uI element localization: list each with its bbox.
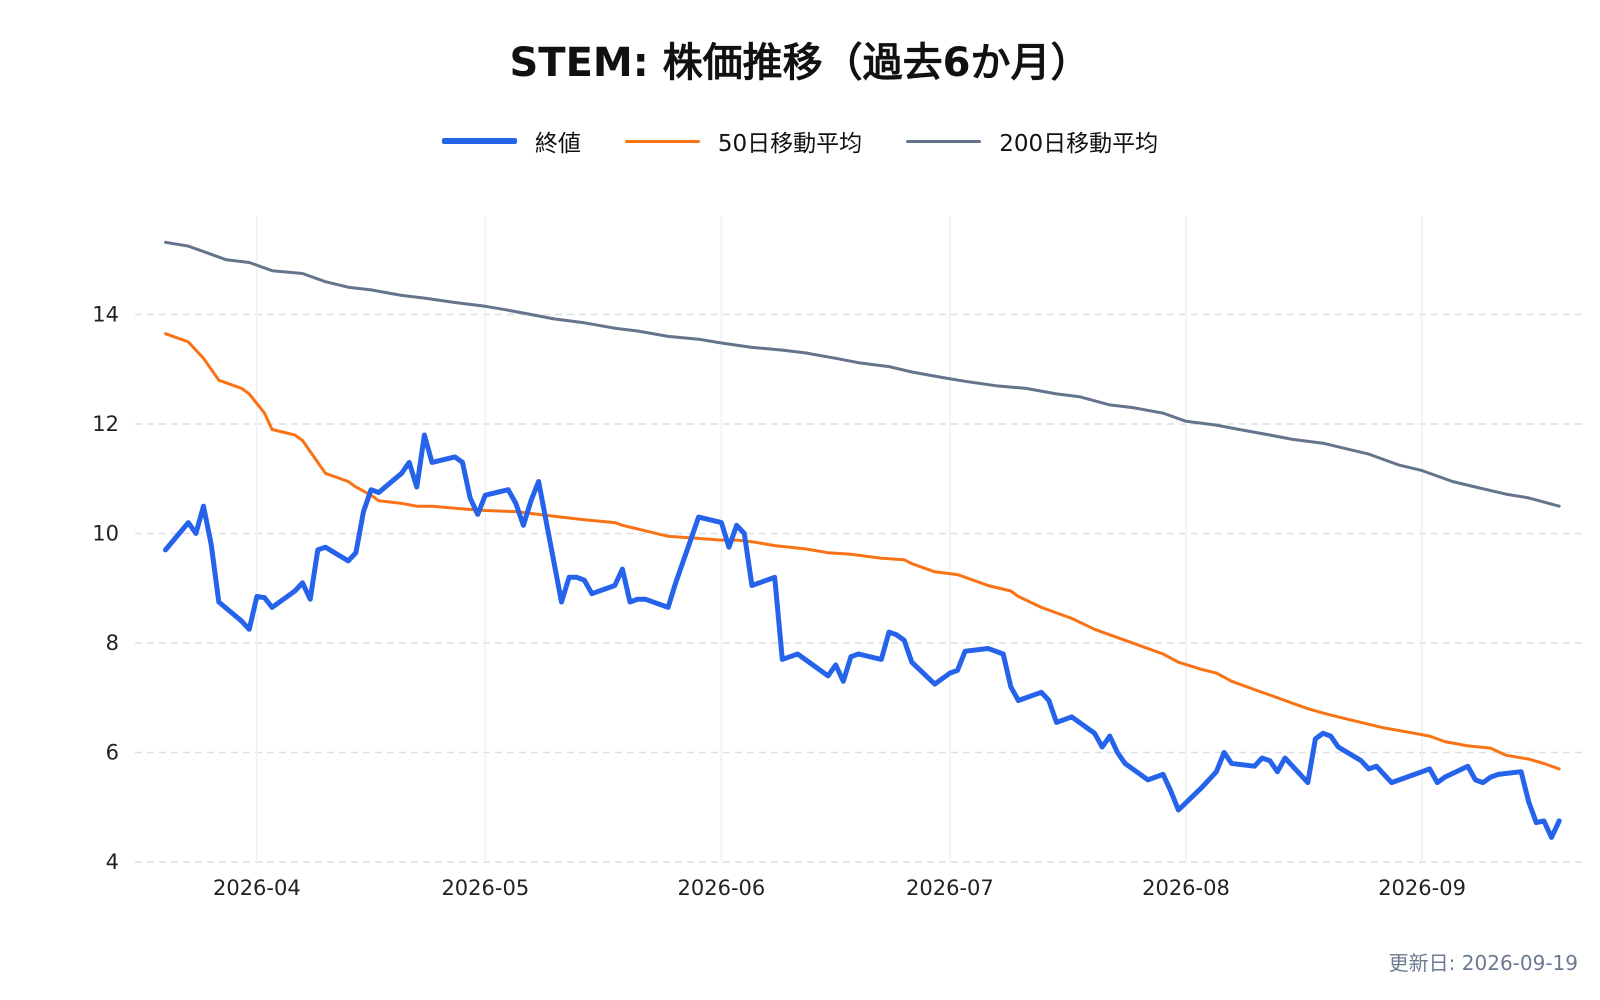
axis-layer: 4 6 8 10 12 14 2026-04 2026-05 2026-06 2026-07 202… [92,303,1466,900]
x-tick-label: 2026-07 [906,876,994,900]
series-line-ma50 [164,332,1561,771]
legend-label-ma200: 200日移動平均 [999,131,1159,157]
y-tick-label: 6 [106,741,119,765]
legend-swatch-ma200 [906,139,982,143]
grid-layer [135,216,1582,863]
y-tick-label: 10 [92,522,119,546]
x-tick-label: 2026-04 [213,876,301,900]
y-tick-label: 12 [92,412,119,436]
x-tick-label: 2026-08 [1142,876,1230,900]
legend-item-close[interactable]: 終値 [441,124,581,158]
series-line-close [163,432,1562,840]
legend-item-ma50[interactable]: 50日移動平均 [624,124,863,158]
chart-title: STEM: 株価推移（過去6か月） [509,40,1091,86]
x-tick-label: 2026-09 [1378,876,1466,900]
legend: 終値 50日移動平均 200日移動平均 [0,124,1600,158]
legend-item-ma200[interactable]: 200日移動平均 [906,124,1158,158]
y-tick-label: 4 [106,850,119,874]
legend-swatch-ma50 [624,139,700,143]
series-line-ma200 [164,240,1561,508]
y-tick-label: 8 [106,631,119,655]
legend-label-ma50: 50日移動平均 [717,131,863,157]
legend-label-close: 終値 [534,131,581,157]
series-layer [163,240,1562,840]
x-tick-label: 2026-05 [441,876,529,900]
x-tick-label: 2026-06 [678,876,766,900]
legend-swatch-close [441,138,517,144]
y-tick-label: 14 [92,303,119,327]
updated-date: 更新日: 2026-09-19 [1388,951,1578,975]
